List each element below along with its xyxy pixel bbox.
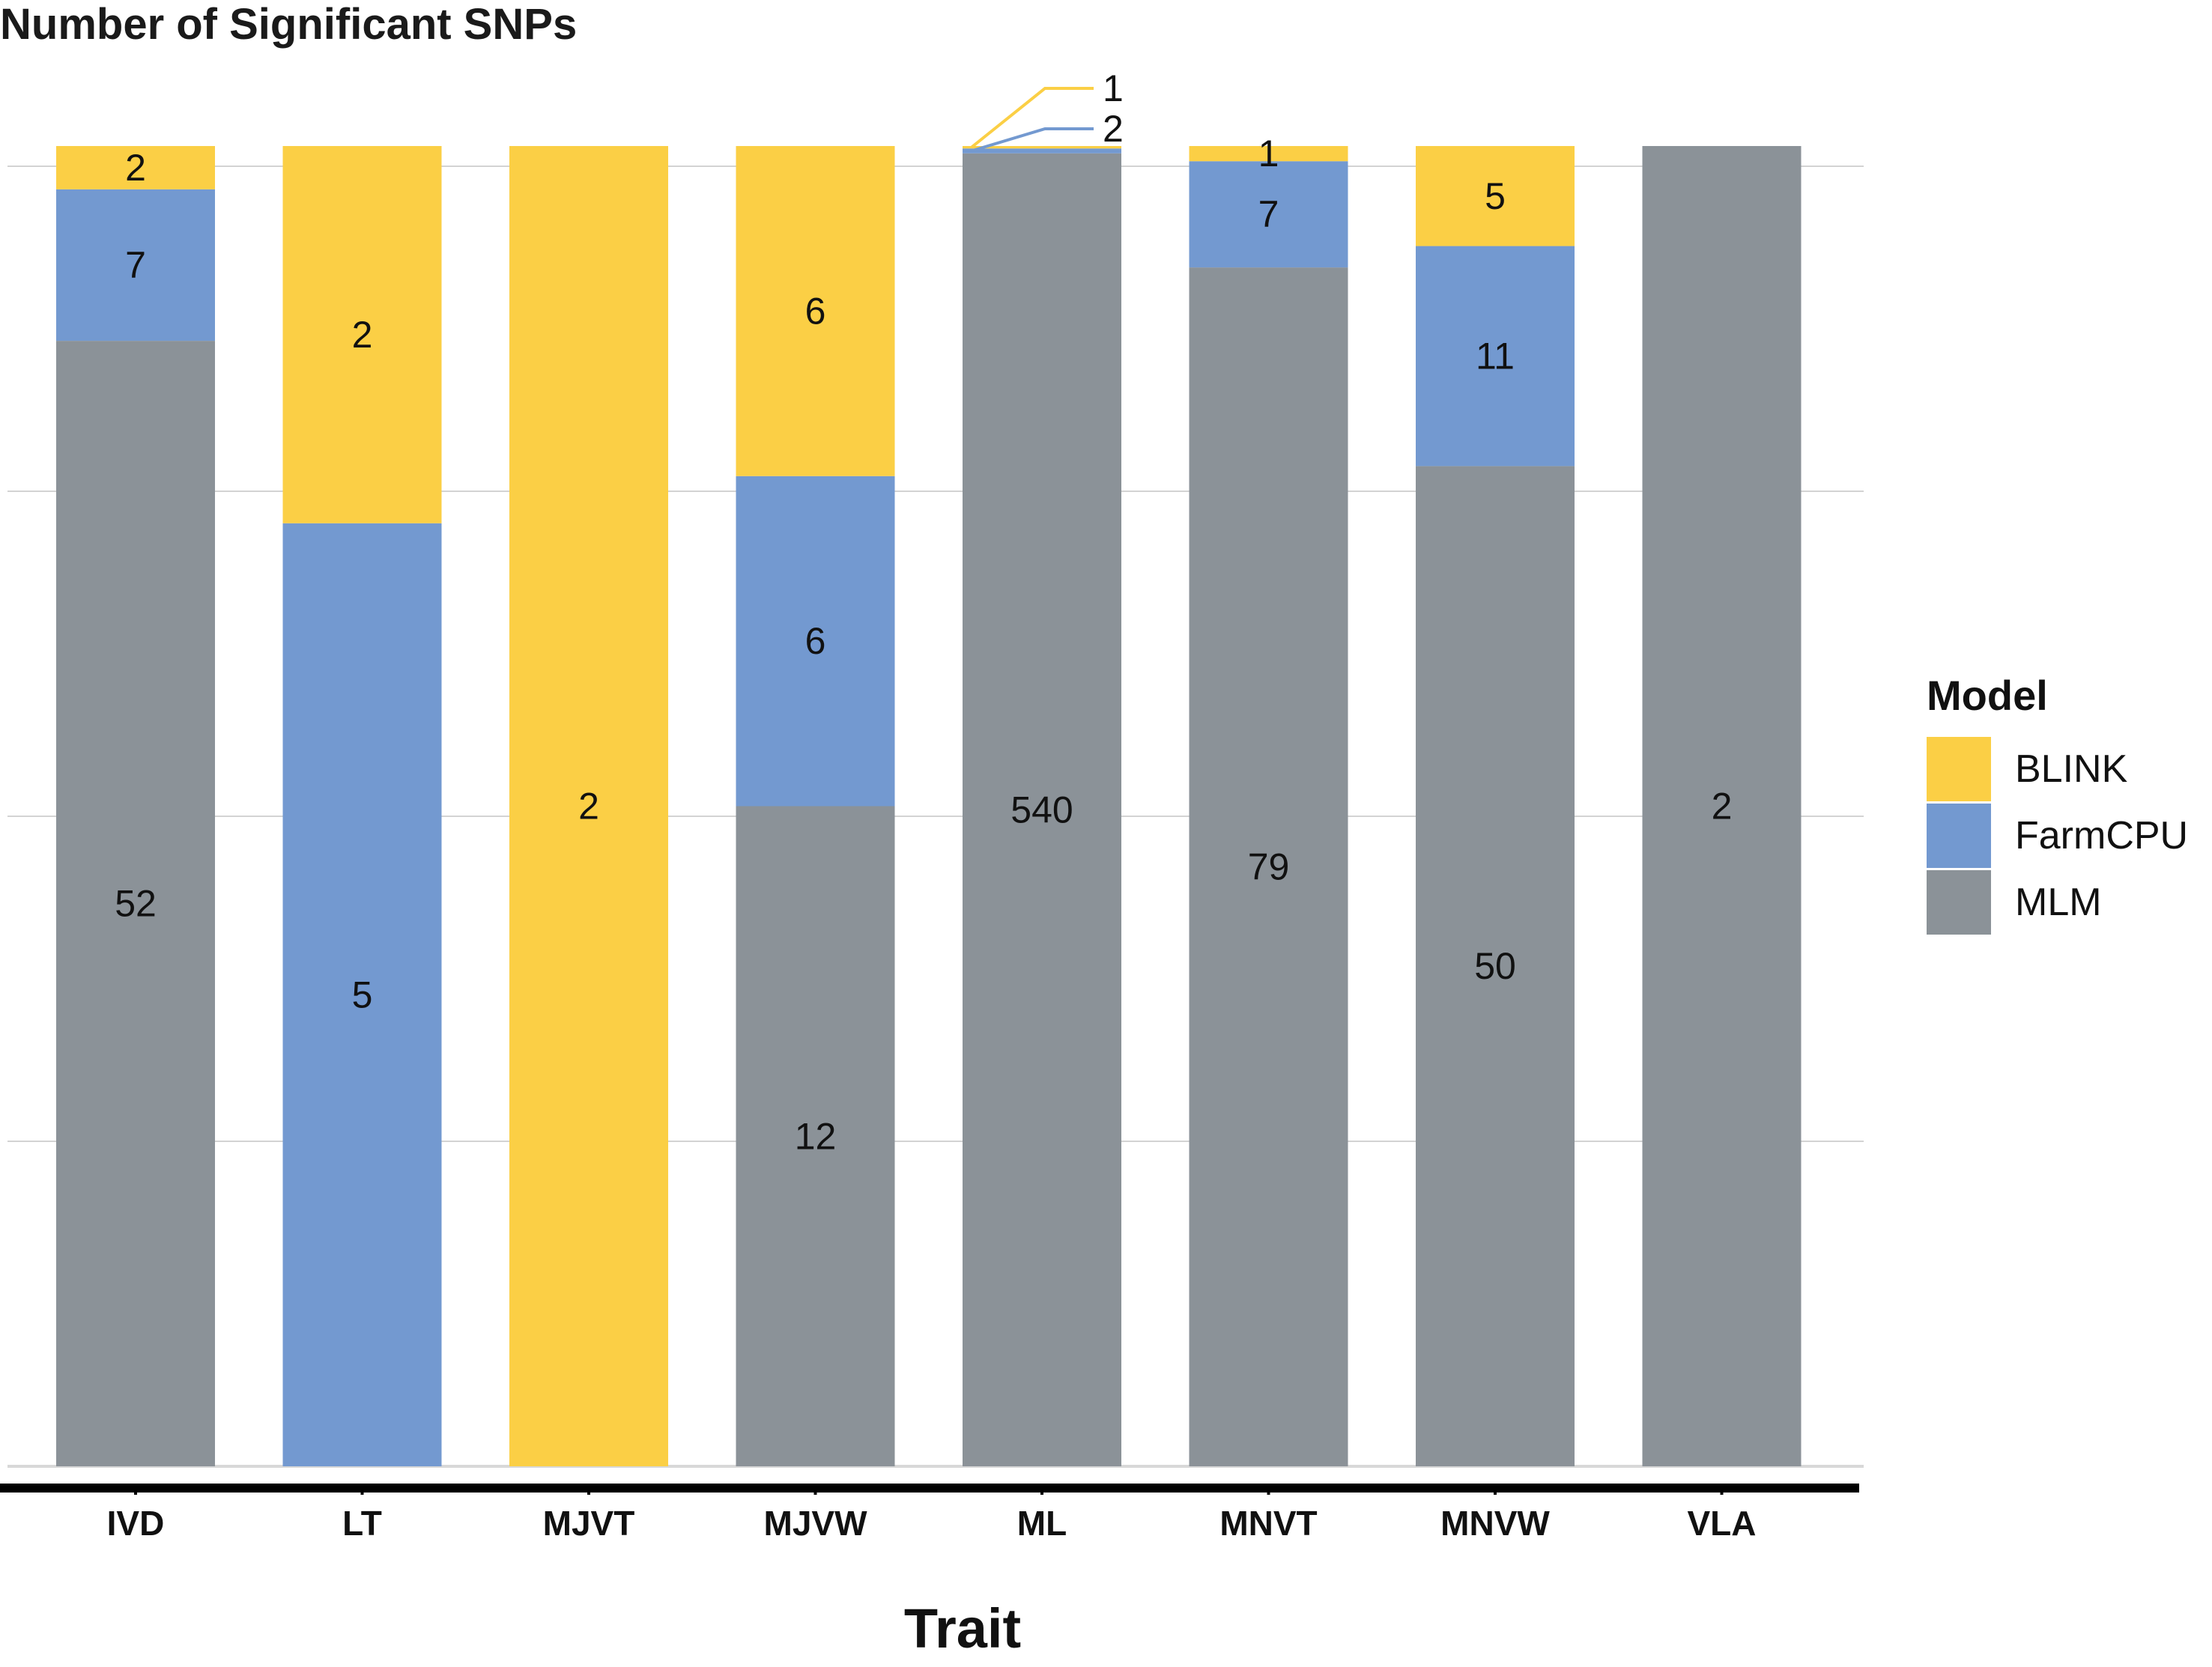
bar-lt-blink — [282, 146, 442, 523]
bar-mnvw-blink — [1416, 146, 1575, 246]
callout-label-ml-farmcpu: 2 — [1103, 108, 1124, 150]
data-label-mnvw-farmcpu: 11 — [1476, 335, 1515, 377]
legend-swatch-mlm — [1927, 870, 1991, 935]
callout-label-ml-blink: 1 — [1103, 67, 1124, 109]
bar-mnvt-blink — [1189, 146, 1348, 162]
x-tick-label-mjvw: MJVW — [764, 1504, 868, 1543]
x-tick-label-ml: ML — [1017, 1504, 1067, 1543]
bar-mjvw-farmcpu — [736, 476, 895, 807]
chart-title: Number of Significant SNPs — [0, 0, 577, 49]
x-tick-labels: IVD LT MJVT MJVW ML MNVT MNVW VLA — [107, 1484, 1757, 1543]
data-label-ivd-blink: 2 — [125, 147, 146, 189]
data-label-mnvw-mlm: 50 — [1474, 945, 1516, 987]
x-tick-label-mjvt: MJVT — [543, 1504, 635, 1543]
bar-mjvw-mlm — [736, 806, 895, 1466]
legend-swatch-farmcpu — [1927, 804, 1991, 868]
legend-swatch-blink — [1927, 737, 1991, 801]
data-label-mnvt-mlm: 79 — [1248, 846, 1290, 888]
legend-label-farmcpu: FarmCPU — [2015, 814, 2188, 857]
legend-label-mlm: MLM — [2015, 881, 2102, 924]
x-axis-title: Trait — [904, 1597, 1021, 1660]
data-label-mnvt-farmcpu: 7 — [1258, 193, 1279, 235]
legend: Model BLINK FarmCPU MLM — [1927, 672, 2188, 935]
data-label-ivd-mlm: 52 — [115, 883, 157, 925]
bar-mnvw-farmcpu — [1416, 246, 1575, 467]
bar-mnvt-farmcpu — [1189, 161, 1348, 268]
bar-lt-farmcpu — [282, 523, 442, 1466]
data-label-lt-blink: 2 — [352, 314, 373, 356]
bar-ivd-blink — [56, 146, 215, 189]
data-label-mjvw-mlm: 12 — [795, 1115, 837, 1157]
data-label-mjvw-blink: 6 — [805, 290, 826, 332]
legend-title: Model — [1927, 672, 2048, 719]
bar-mnvw-mlm — [1416, 466, 1575, 1466]
callout-line-ml-blink — [970, 87, 1094, 149]
legend-label-blink: BLINK — [2015, 747, 2128, 791]
data-label-mnvt-blink: 1 — [1258, 133, 1279, 174]
data-label-mjvw-farmcpu: 6 — [805, 620, 826, 662]
data-label-lt-farmcpu: 5 — [352, 974, 373, 1015]
callout-labels: 21 — [970, 67, 1124, 153]
bar-ivd-farmcpu — [56, 189, 215, 341]
bar-mjvw-blink — [736, 146, 895, 476]
x-tick-label-lt: LT — [342, 1504, 382, 1543]
bar-ml-mlm — [963, 153, 1121, 1466]
data-label-ml-mlm: 540 — [1010, 789, 1073, 831]
bar-ivd-mlm — [56, 341, 215, 1466]
data-label-mjvt-blink: 2 — [578, 786, 599, 828]
bar-mnvt-mlm — [1189, 267, 1348, 1466]
data-label-vla-mlm: 2 — [1712, 786, 1733, 828]
x-tick-label-mnvw: MNVW — [1440, 1504, 1550, 1543]
bars — [56, 146, 1802, 1466]
x-tick-label-ivd: IVD — [107, 1504, 165, 1543]
callout-line-ml-farmcpu — [971, 127, 1094, 153]
bar-vla-mlm — [1642, 146, 1802, 1466]
bar-mjvt-blink — [509, 146, 668, 1466]
data-label-ivd-farmcpu: 7 — [125, 244, 146, 286]
data-label-mnvw-blink: 5 — [1485, 175, 1506, 217]
bar-ml-farmcpu — [963, 148, 1121, 154]
bar-ml-blink — [963, 146, 1121, 149]
x-tick-label-vla: VLA — [1688, 1504, 1757, 1543]
x-tick-label-mnvt: MNVT — [1219, 1504, 1317, 1543]
